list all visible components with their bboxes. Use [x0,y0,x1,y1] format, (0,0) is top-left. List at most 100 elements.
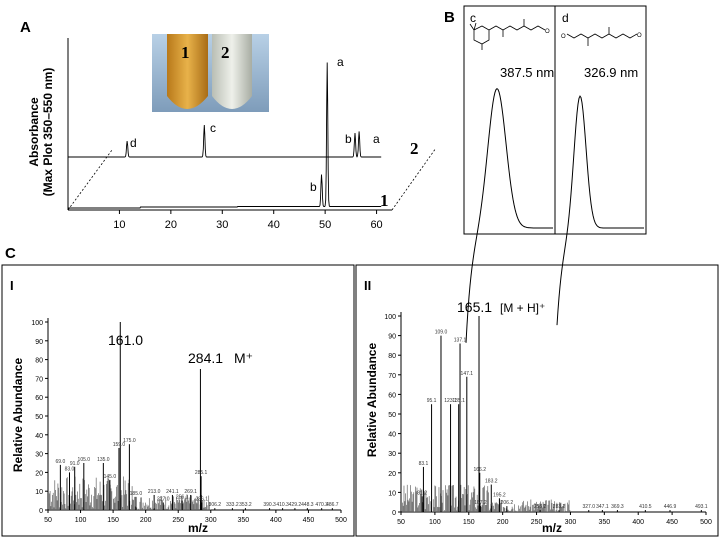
ms-peak-label: 255.2 [534,504,547,510]
ms-y-tick-label: 10 [388,490,396,497]
ms-peak-label: 269.1 [184,489,197,495]
ms1-frame [1,264,355,537]
hplc-x-tick-label: 10 [113,219,125,231]
ms-x-tick-label: 50 [44,517,52,524]
hplc-x-tick-label: 40 [268,219,280,231]
ms-x-tick-label: 250 [172,517,184,524]
ms-peak-label: 283.2 [553,504,566,510]
ms-x-tick-label: 100 [429,519,441,526]
hplc-x-tick-label: 30 [216,219,228,231]
ms-peak-label: 353.2 [239,502,252,508]
ms-peak-label: 410.5 [639,504,652,510]
svg-text:O: O [545,29,550,35]
ms-peak-label: 347.1 [596,504,609,510]
ms-peak-label: 285.1 [195,470,208,476]
test-tube-photo: 1 2 [152,34,269,112]
ms-y-tick-label: 20 [35,470,43,477]
ms1-mol-peak-label: 284.1 [188,350,223,366]
svg-text:(Max Plot 350–550 nm): (Max Plot 350–550 nm) [41,68,55,197]
ms-peak-label: 470.3 [315,502,328,508]
peak-label-a-trace2: a [373,132,380,146]
ms-y-tick-label: 30 [35,452,43,459]
ms2-ion-label: [M + H]⁺ [500,301,545,315]
hplc-x-tick-label: 50 [319,219,331,231]
uv-lambda-c: 387.5 nm [500,65,554,80]
svg-text:Absorbance: Absorbance [27,97,41,167]
ms-x-tick-label: 400 [270,517,282,524]
trace2-right-guide [391,147,437,211]
ms-peak-label: 123.1 [444,398,457,404]
ms-y-tick-label: 40 [35,433,43,440]
hplc-x-tick-label: 60 [370,219,382,231]
trace-2-label: 2 [410,139,419,158]
ms-y-tick-label: 70 [388,373,396,380]
ms-peak-label: 227.0 [157,496,170,502]
ms-x-tick-label: 100 [75,517,87,524]
uv-spectrum-d [556,95,644,326]
ms-y-tick-label: 50 [35,414,43,421]
ms-y-tick-label: 40 [388,432,396,439]
tube-2-white [212,34,252,109]
ms2-frame [355,264,719,537]
ms-y-tick-label: 0 [392,510,396,517]
tube-2-label: 2 [221,43,230,62]
ms-peak-label: 241.1 [166,489,179,495]
uv-label-c: c [470,11,476,25]
ms-x-tick-label: 500 [700,519,712,526]
hplc-x-tick-label: 20 [165,219,177,231]
ms2-y-title: Relative Abundance [365,343,379,458]
ms-peak-label: 410.3 [276,502,289,508]
ms-y-tick-label: 70 [35,376,43,383]
ms-peak-label: 166.2 [473,467,486,473]
ms-y-tick-label: 90 [388,334,396,341]
ms-x-tick-label: 200 [497,519,509,526]
ms-peak-label: 135.1 [452,398,465,404]
ms-peak-label: 333.2 [226,502,239,508]
trace-2-line [68,124,382,158]
ms-y-tick-label: 100 [31,320,43,327]
ms1-base-peak-label: 161.0 [108,332,143,348]
ms-y-tick-label: 80 [388,353,396,360]
ms-peak-label: 429.2 [289,502,302,508]
ms-peak-label: 206.2 [501,500,514,506]
ms1-panel-label: I [10,278,14,293]
ms-y-tick-label: 30 [388,451,396,458]
ms-peak-label: 135.0 [97,457,110,463]
ms-peak-label: 493.1 [695,504,708,510]
structure-d: O O [561,27,642,46]
peak-label-b-trace2: b [345,132,352,146]
ms-peak-label: 95.1 [427,398,437,404]
ms-peak-label: 167.2 [474,500,487,506]
ms-y-tick-label: 90 [35,339,43,346]
ms-peak-label: 137.1 [454,337,467,343]
trace-1-line [68,62,382,209]
ms-peak-label: 390.3 [263,502,276,508]
ms2-panel-label: II [364,278,371,293]
ms-y-tick-label: 60 [35,395,43,402]
ms-y-tick-label: 60 [388,392,396,399]
ms-x-tick-label: 450 [303,517,315,524]
ms-peak-label: 486.7 [326,502,339,508]
ms2-x-title: m/z [542,521,562,535]
hplc-y-axis-title: Absorbance (Max Plot 350–550 nm) [27,68,55,197]
ms-peak-label: 448.3 [301,502,314,508]
ms-peak-label: 185.0 [130,491,143,497]
svg-text:O: O [637,33,642,39]
ms-peak-label: 81.2 [417,490,427,496]
trace-1-label: 1 [380,191,389,210]
ms-x-tick-label: 300 [205,517,217,524]
ms-x-tick-label: 350 [237,517,249,524]
ms-x-tick-label: 400 [632,519,644,526]
ms-peak-label: 195.2 [493,492,506,498]
ms-peak-label: 91.0 [70,461,80,467]
ms-peak-label: 83.1 [419,461,429,467]
ms-y-tick-label: 80 [35,358,43,365]
ms-x-tick-label: 500 [335,517,347,524]
tube-1-yellow [167,34,208,109]
ms-x-tick-label: 150 [463,519,475,526]
ms-peak-label: 446.9 [664,504,677,510]
trace2-left-guide [67,149,113,211]
ms-peak-label: 306.2 [209,502,222,508]
ms-peak-label: 83.0 [65,466,75,472]
